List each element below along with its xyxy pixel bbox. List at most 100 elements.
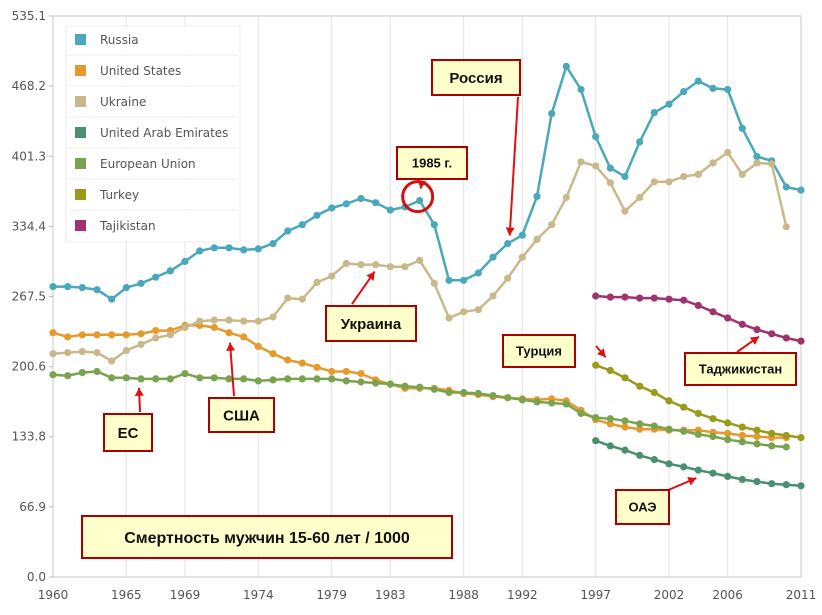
- data-point[interactable]: [782, 443, 790, 451]
- data-point[interactable]: [650, 294, 658, 302]
- data-point[interactable]: [621, 374, 629, 382]
- data-point[interactable]: [460, 388, 468, 397]
- data-point[interactable]: [401, 382, 409, 390]
- data-point[interactable]: [357, 370, 365, 378]
- data-point[interactable]: [64, 283, 72, 291]
- data-point[interactable]: [665, 178, 673, 186]
- data-point[interactable]: [430, 385, 438, 393]
- data-point[interactable]: [122, 374, 130, 382]
- data-point[interactable]: [724, 148, 732, 156]
- data-point[interactable]: [592, 133, 600, 141]
- data-point[interactable]: [328, 204, 336, 212]
- data-point[interactable]: [313, 375, 321, 383]
- data-point[interactable]: [225, 244, 233, 252]
- data-point[interactable]: [665, 460, 673, 468]
- data-point[interactable]: [254, 342, 262, 350]
- data-point[interactable]: [680, 427, 688, 435]
- data-point[interactable]: [636, 451, 644, 459]
- data-point[interactable]: [49, 283, 57, 291]
- data-point[interactable]: [489, 253, 497, 261]
- data-point[interactable]: [621, 172, 629, 181]
- data-point[interactable]: [137, 340, 145, 348]
- data-point[interactable]: [782, 431, 790, 440]
- data-point[interactable]: [474, 389, 482, 398]
- data-point[interactable]: [269, 313, 277, 321]
- data-point[interactable]: [386, 380, 394, 388]
- data-point[interactable]: [606, 442, 614, 450]
- data-point[interactable]: [357, 378, 365, 386]
- data-point[interactable]: [137, 279, 145, 287]
- data-point[interactable]: [518, 396, 526, 404]
- data-point[interactable]: [577, 158, 585, 166]
- data-point[interactable]: [78, 348, 86, 356]
- data-point[interactable]: [709, 432, 717, 441]
- data-point[interactable]: [196, 247, 204, 255]
- data-point[interactable]: [680, 172, 688, 181]
- data-point[interactable]: [489, 392, 497, 400]
- data-point[interactable]: [797, 482, 805, 490]
- legend-item[interactable]: Tajikistan: [75, 219, 156, 233]
- data-point[interactable]: [430, 279, 438, 287]
- data-point[interactable]: [592, 292, 600, 300]
- data-point[interactable]: [386, 206, 394, 214]
- data-point[interactable]: [650, 388, 658, 397]
- data-point[interactable]: [548, 399, 556, 407]
- data-point[interactable]: [416, 197, 424, 205]
- data-point[interactable]: [636, 138, 644, 146]
- data-point[interactable]: [372, 379, 380, 387]
- data-point[interactable]: [753, 153, 761, 161]
- data-point[interactable]: [738, 423, 746, 431]
- data-point[interactable]: [562, 193, 570, 202]
- data-point[interactable]: [592, 414, 600, 422]
- data-point[interactable]: [782, 481, 790, 489]
- data-point[interactable]: [650, 422, 658, 430]
- data-point[interactable]: [577, 85, 585, 94]
- data-point[interactable]: [621, 207, 629, 215]
- data-point[interactable]: [152, 273, 160, 281]
- data-point[interactable]: [210, 244, 218, 252]
- data-point[interactable]: [386, 263, 394, 271]
- data-point[interactable]: [694, 466, 702, 474]
- data-point[interactable]: [489, 292, 497, 300]
- data-point[interactable]: [504, 274, 512, 282]
- data-point[interactable]: [93, 367, 101, 376]
- data-point[interactable]: [709, 84, 717, 92]
- data-point[interactable]: [474, 306, 482, 314]
- data-point[interactable]: [152, 375, 160, 383]
- data-point[interactable]: [298, 221, 306, 229]
- data-point[interactable]: [606, 164, 614, 172]
- data-point[interactable]: [753, 426, 761, 434]
- data-point[interactable]: [122, 284, 130, 292]
- data-point[interactable]: [430, 221, 438, 229]
- data-point[interactable]: [64, 333, 72, 341]
- data-point[interactable]: [49, 350, 57, 358]
- data-point[interactable]: [357, 261, 365, 269]
- data-point[interactable]: [357, 194, 365, 203]
- data-point[interactable]: [298, 375, 306, 383]
- data-point[interactable]: [724, 472, 732, 480]
- data-point[interactable]: [694, 430, 702, 438]
- data-point[interactable]: [269, 350, 277, 358]
- data-point[interactable]: [636, 294, 644, 302]
- data-point[interactable]: [401, 263, 409, 271]
- data-point[interactable]: [562, 400, 570, 408]
- data-point[interactable]: [724, 314, 732, 322]
- data-point[interactable]: [724, 419, 732, 427]
- data-point[interactable]: [108, 295, 116, 303]
- data-point[interactable]: [518, 253, 526, 261]
- data-point[interactable]: [269, 240, 277, 248]
- data-point[interactable]: [254, 245, 262, 253]
- data-point[interactable]: [636, 420, 644, 428]
- data-point[interactable]: [592, 162, 600, 170]
- data-point[interactable]: [445, 314, 453, 322]
- legend-item[interactable]: Russia: [75, 33, 139, 47]
- data-point[interactable]: [518, 231, 526, 239]
- data-point[interactable]: [342, 367, 350, 376]
- data-point[interactable]: [78, 331, 86, 339]
- data-point[interactable]: [240, 246, 248, 254]
- data-point[interactable]: [768, 442, 776, 450]
- data-point[interactable]: [724, 85, 732, 94]
- data-point[interactable]: [680, 296, 688, 304]
- data-point[interactable]: [738, 431, 746, 440]
- data-point[interactable]: [768, 330, 776, 338]
